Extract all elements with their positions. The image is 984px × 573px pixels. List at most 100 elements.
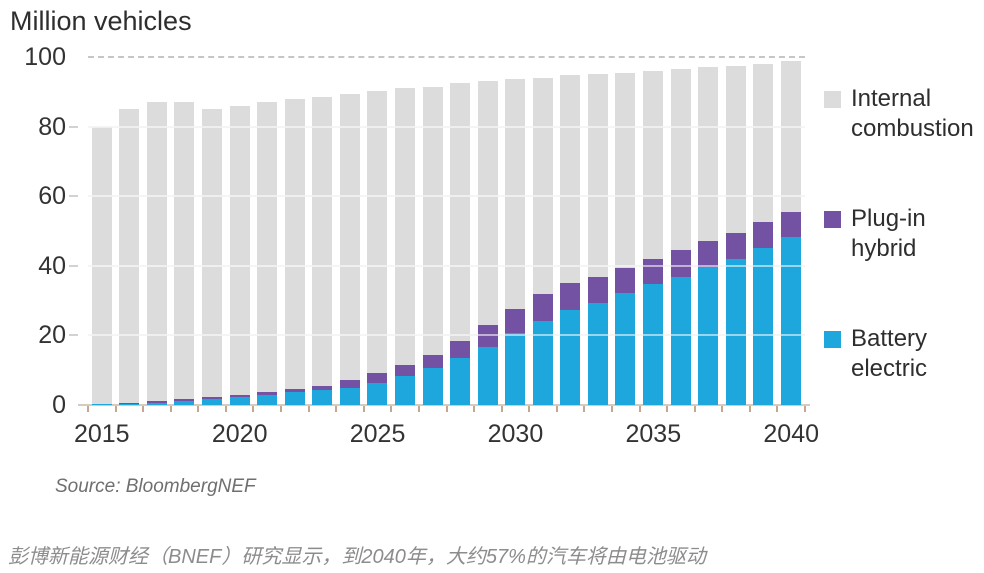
segment-battery-electric-2039 (753, 248, 774, 405)
x-tick-mark (224, 406, 227, 412)
bar-stack (367, 90, 388, 405)
segment-plug-in-hybrid-2028 (450, 340, 471, 359)
segment-internal-combustion-2028 (450, 83, 471, 341)
x-tick-mark (307, 406, 310, 412)
bar-stack (119, 109, 140, 405)
bar-stack (312, 97, 333, 405)
bar-2029 (474, 81, 502, 405)
segment-plug-in-hybrid-2040 (780, 211, 801, 237)
x-axis-label-2015: 2015 (73, 420, 130, 448)
internal-combustion-swatch-icon (824, 91, 841, 108)
y-axis-label-40: 40 (38, 251, 66, 280)
bars-container (88, 57, 805, 405)
segment-battery-electric-2026 (394, 375, 415, 405)
segment-internal-combustion-2037 (698, 67, 719, 241)
segment-battery-electric-2029 (477, 346, 498, 405)
segment-battery-electric-2023 (312, 390, 333, 405)
x-tick-mark (693, 406, 696, 412)
segment-plug-in-hybrid-2018 (174, 399, 195, 401)
gridline-overlay-60 (88, 195, 805, 198)
y-axis-label-20: 20 (38, 321, 66, 350)
segment-battery-electric-2040 (780, 236, 801, 405)
plot-area (88, 56, 805, 405)
segment-plug-in-hybrid-2017 (146, 401, 167, 403)
segment-battery-electric-2038 (725, 258, 746, 405)
segment-plug-in-hybrid-2035 (643, 259, 664, 285)
x-tick-mark (473, 406, 476, 412)
segment-battery-electric-2028 (450, 358, 471, 405)
x-tick-mark (804, 406, 806, 412)
bar-stack (725, 65, 746, 405)
segment-plug-in-hybrid-2032 (560, 283, 581, 310)
segment-plug-in-hybrid-2038 (725, 232, 746, 259)
segment-internal-combustion-2020 (229, 105, 250, 396)
bar-2016 (116, 109, 144, 405)
segment-internal-combustion-2032 (560, 75, 581, 284)
bar-stack (284, 98, 305, 405)
segment-battery-electric-2022 (284, 391, 305, 405)
x-tick-mark (417, 406, 420, 412)
battery-electric-swatch-icon (824, 331, 841, 348)
bar-stack (339, 93, 360, 405)
caption-text: 彭博新能源财经（BNEF）研究显示，到2040年，大约57%的汽车将由电池驱动 (8, 546, 706, 568)
bar-2039 (750, 63, 778, 405)
bar-stack (670, 69, 691, 405)
bar-2019 (198, 109, 226, 405)
segment-battery-electric-2021 (257, 394, 278, 405)
x-tick-mark (87, 406, 89, 412)
x-tick-mark (610, 406, 613, 412)
segment-internal-combustion-2030 (505, 79, 526, 310)
x-tick-mark (362, 406, 365, 412)
x-tick-mark (776, 406, 779, 412)
segment-battery-electric-2035 (643, 284, 664, 405)
x-axis-label-2035: 2035 (625, 420, 682, 448)
segment-battery-electric-2018 (174, 400, 195, 405)
bar-stack (229, 105, 250, 405)
y-axis-label-0: 0 (52, 391, 66, 419)
x-tick-mark (142, 406, 145, 412)
segment-plug-in-hybrid-2039 (753, 221, 774, 249)
segment-battery-electric-2036 (670, 276, 691, 405)
segment-plug-in-hybrid-2030 (505, 309, 526, 333)
segment-internal-combustion-2022 (284, 98, 305, 389)
segment-plug-in-hybrid-2034 (615, 267, 636, 293)
x-axis-label-2020: 2020 (211, 420, 268, 448)
segment-internal-combustion-2033 (587, 74, 608, 277)
segment-battery-electric-2016 (119, 403, 140, 405)
bar-2025 (364, 90, 392, 405)
bar-2018 (171, 102, 199, 405)
segment-internal-combustion-2025 (367, 90, 388, 374)
segment-battery-electric-2017 (146, 402, 167, 405)
segment-internal-combustion-2017 (146, 102, 167, 402)
bar-2020 (226, 105, 254, 405)
gridline-overlay-80 (88, 125, 805, 128)
x-tick-mark (335, 406, 338, 412)
segment-battery-electric-2019 (202, 399, 223, 405)
x-tick-mark (583, 406, 586, 412)
chart-title: Million vehicles (10, 6, 192, 36)
x-tick-mark (252, 406, 255, 412)
source-note: Source: BloombergNEF (55, 476, 256, 497)
segment-battery-electric-2027 (422, 368, 443, 405)
y-tick-mark (69, 125, 78, 128)
y-tick-mark (69, 195, 78, 198)
segment-internal-combustion-2031 (532, 77, 553, 295)
segment-plug-in-hybrid-2024 (339, 379, 360, 388)
x-tick-mark (666, 406, 669, 412)
plug-in-hybrid-swatch-icon (824, 211, 841, 228)
segment-plug-in-hybrid-2037 (698, 240, 719, 268)
bar-2023 (309, 97, 337, 405)
legend-item-internal-combustion: Internal combustion (824, 84, 980, 144)
segment-battery-electric-2025 (367, 383, 388, 405)
bar-2033 (584, 74, 612, 405)
x-axis-label-2030: 2030 (487, 420, 544, 448)
bar-2024 (336, 93, 364, 405)
segment-plug-in-hybrid-2020 (229, 395, 250, 398)
gridline-overlay-40 (88, 264, 805, 267)
legend-label: Battery electric (851, 325, 928, 382)
x-axis-label-2040: 2040 (763, 420, 820, 448)
bar-stack (560, 75, 581, 405)
x-tick-mark (197, 406, 200, 412)
x-tick-mark (500, 406, 503, 412)
bar-2021 (253, 102, 281, 405)
